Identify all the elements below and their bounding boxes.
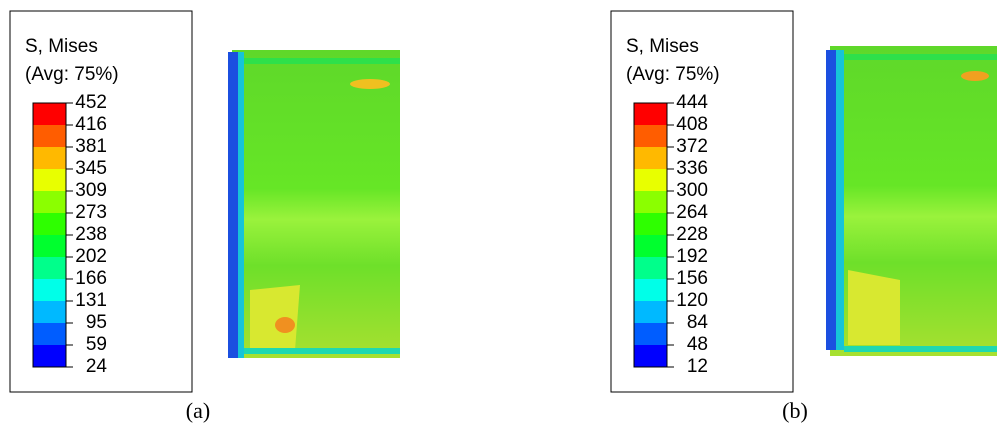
legend-tick-label: 24 [86, 356, 108, 377]
color-band [634, 323, 667, 345]
color-band [634, 257, 667, 279]
legend-subtitle: (Avg: 75%) [25, 64, 119, 85]
color-band [33, 103, 66, 125]
legend-tick-label: 300 [676, 180, 708, 201]
color-band [634, 279, 667, 301]
legend-tick-label: 156 [676, 268, 708, 289]
legend-tick-label: 238 [75, 224, 107, 245]
color-band [33, 257, 66, 279]
legend-tick-label: 48 [687, 334, 708, 355]
legend-tick-label: 84 [687, 312, 709, 333]
legend-tick-label: 59 [86, 334, 107, 355]
color-band [33, 323, 66, 345]
color-band [634, 345, 667, 367]
color-band [634, 235, 667, 257]
legend-tick-label: 273 [75, 202, 107, 223]
legend-tick-label: 336 [676, 158, 708, 179]
legend-tick-label: 120 [676, 290, 708, 311]
contour-image-b [826, 46, 997, 356]
legend-tick-label: 444 [676, 92, 708, 113]
legend-tick-label: 372 [676, 136, 708, 157]
color-band [634, 301, 667, 323]
legend-subtitle: (Avg: 75%) [626, 64, 720, 85]
legend-tick-label: 166 [75, 268, 107, 289]
color-band [33, 213, 66, 235]
figure: S, Mises(Avg: 75%)4524163813453092732382… [0, 0, 997, 431]
legend-tick-label: 345 [75, 158, 107, 179]
panel-label: (a) [186, 398, 210, 423]
legend-tick-label: 12 [687, 356, 708, 377]
legend-tick-label: 452 [75, 92, 107, 113]
legend-tick-label: 309 [75, 180, 107, 201]
color-band [634, 191, 667, 213]
color-band [634, 213, 667, 235]
legend-title: S, Mises [25, 36, 98, 57]
color-band [33, 301, 66, 323]
legend-tick-label: 228 [676, 224, 708, 245]
legend-tick-label: 95 [86, 312, 107, 333]
legend-tick-label: 202 [75, 246, 107, 267]
legend-tick-label: 131 [75, 290, 107, 311]
color-band [33, 235, 66, 257]
color-band [33, 125, 66, 147]
legend-tick-label: 416 [75, 114, 107, 135]
color-band [33, 345, 66, 367]
legend-tick-label: 192 [676, 246, 708, 267]
color-band [33, 191, 66, 213]
color-band [33, 169, 66, 191]
color-band [33, 279, 66, 301]
color-band [33, 147, 66, 169]
legend-title: S, Mises [626, 36, 699, 57]
panel-label: (b) [782, 398, 808, 423]
legend-tick-label: 381 [75, 136, 107, 157]
color-band [634, 169, 667, 191]
color-band [634, 125, 667, 147]
legend-tick-label: 408 [676, 114, 708, 135]
legend-tick-label: 264 [676, 202, 708, 223]
contour-image-a [228, 50, 400, 358]
color-band [634, 103, 667, 125]
color-band [634, 147, 667, 169]
